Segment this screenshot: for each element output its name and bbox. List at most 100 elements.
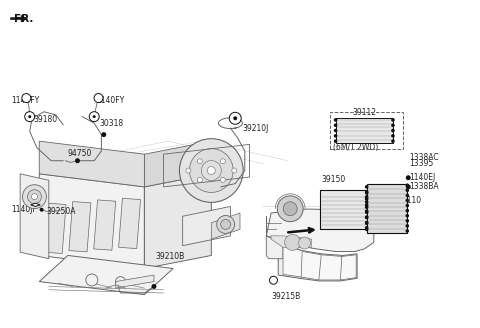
Circle shape <box>365 215 369 219</box>
Polygon shape <box>94 200 116 250</box>
Text: 39150: 39150 <box>321 175 346 184</box>
Text: 1140FY: 1140FY <box>96 96 125 105</box>
Text: 1140FY: 1140FY <box>12 96 40 105</box>
Circle shape <box>202 161 221 180</box>
Circle shape <box>75 158 80 163</box>
Circle shape <box>365 215 369 219</box>
Polygon shape <box>39 141 144 187</box>
Circle shape <box>391 129 395 132</box>
Circle shape <box>406 204 409 207</box>
Circle shape <box>406 224 409 228</box>
Circle shape <box>334 123 337 127</box>
Text: 13395: 13395 <box>409 159 434 168</box>
Polygon shape <box>283 244 356 280</box>
Circle shape <box>299 237 311 249</box>
Circle shape <box>28 115 31 118</box>
Text: 39210B: 39210B <box>155 252 184 261</box>
Circle shape <box>406 183 409 187</box>
Polygon shape <box>20 174 49 259</box>
Text: 1140JF: 1140JF <box>12 205 37 214</box>
Circle shape <box>197 177 203 182</box>
Circle shape <box>86 274 98 286</box>
Circle shape <box>334 139 337 143</box>
Circle shape <box>406 175 411 180</box>
Circle shape <box>406 184 411 189</box>
Circle shape <box>180 139 243 202</box>
Circle shape <box>334 129 337 132</box>
Circle shape <box>190 149 233 193</box>
Circle shape <box>269 276 277 284</box>
Circle shape <box>24 112 35 122</box>
Circle shape <box>365 185 369 189</box>
Polygon shape <box>144 174 211 269</box>
Polygon shape <box>211 213 240 239</box>
Text: 39180: 39180 <box>34 115 58 124</box>
Circle shape <box>365 200 369 204</box>
Circle shape <box>232 168 237 173</box>
Circle shape <box>283 202 297 216</box>
Circle shape <box>40 208 44 212</box>
Text: 39250A: 39250A <box>47 207 76 216</box>
Circle shape <box>89 112 99 122</box>
Circle shape <box>365 191 369 195</box>
Text: 39112: 39112 <box>352 108 376 117</box>
Text: 1140EJ: 1140EJ <box>409 173 436 182</box>
Polygon shape <box>183 206 230 246</box>
Circle shape <box>406 219 409 223</box>
Text: 1338AC: 1338AC <box>409 153 439 162</box>
Circle shape <box>365 228 369 231</box>
Polygon shape <box>367 184 408 233</box>
Circle shape <box>365 190 369 194</box>
Text: 39210J: 39210J <box>242 124 269 133</box>
Circle shape <box>391 134 395 138</box>
Polygon shape <box>320 190 367 229</box>
Polygon shape <box>278 242 357 281</box>
Text: 39215B: 39215B <box>271 292 300 301</box>
Circle shape <box>285 235 300 250</box>
Circle shape <box>207 167 216 174</box>
Polygon shape <box>144 141 211 187</box>
Circle shape <box>334 134 337 138</box>
Circle shape <box>32 194 37 200</box>
Text: FR.: FR. <box>14 14 34 24</box>
Text: 1338BA: 1338BA <box>409 182 439 191</box>
Polygon shape <box>44 203 66 254</box>
Polygon shape <box>266 236 283 259</box>
Circle shape <box>197 159 203 164</box>
Circle shape <box>365 221 369 224</box>
Circle shape <box>365 205 369 209</box>
Circle shape <box>391 139 395 143</box>
Polygon shape <box>271 236 312 247</box>
Circle shape <box>93 115 96 118</box>
Polygon shape <box>39 256 173 295</box>
Circle shape <box>348 203 362 217</box>
Circle shape <box>391 118 395 122</box>
Circle shape <box>233 116 237 120</box>
Circle shape <box>365 203 369 207</box>
Polygon shape <box>11 15 27 22</box>
Polygon shape <box>31 203 40 206</box>
Text: 39110: 39110 <box>398 196 422 205</box>
Polygon shape <box>69 202 91 252</box>
Circle shape <box>342 197 368 223</box>
Circle shape <box>277 196 303 222</box>
Circle shape <box>365 209 369 213</box>
Circle shape <box>101 132 106 137</box>
Circle shape <box>365 226 369 230</box>
Circle shape <box>406 214 409 217</box>
Polygon shape <box>39 174 144 269</box>
Polygon shape <box>336 118 393 143</box>
Circle shape <box>365 221 369 225</box>
Circle shape <box>365 211 369 214</box>
Text: (6M/T 2WD): (6M/T 2WD) <box>333 143 378 152</box>
Circle shape <box>116 277 125 287</box>
Bar <box>330 112 403 149</box>
Circle shape <box>334 118 337 122</box>
Circle shape <box>365 197 369 201</box>
Circle shape <box>406 194 409 197</box>
Circle shape <box>22 93 31 103</box>
Circle shape <box>94 93 103 103</box>
Polygon shape <box>266 209 374 252</box>
Circle shape <box>365 195 369 199</box>
Circle shape <box>221 219 230 229</box>
